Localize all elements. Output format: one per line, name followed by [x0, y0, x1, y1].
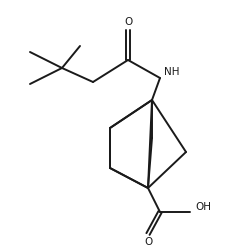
Text: O: O [144, 237, 152, 247]
Text: OH: OH [195, 202, 211, 212]
Text: NH: NH [164, 67, 180, 77]
Text: O: O [124, 17, 132, 27]
